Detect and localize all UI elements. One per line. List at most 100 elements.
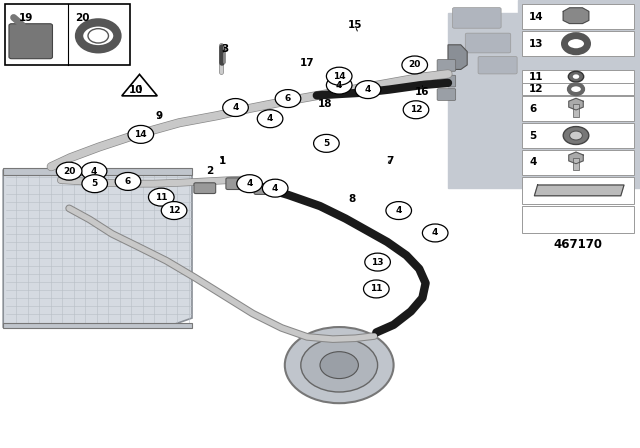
Polygon shape bbox=[3, 170, 192, 327]
Circle shape bbox=[223, 99, 248, 116]
Text: 16: 16 bbox=[415, 87, 429, 97]
Polygon shape bbox=[534, 185, 624, 196]
Text: 7: 7 bbox=[387, 156, 394, 166]
FancyBboxPatch shape bbox=[573, 104, 579, 117]
FancyBboxPatch shape bbox=[3, 323, 192, 328]
Text: 4: 4 bbox=[432, 228, 438, 237]
Text: 4: 4 bbox=[246, 179, 253, 188]
Text: 4: 4 bbox=[232, 103, 239, 112]
Circle shape bbox=[326, 76, 352, 94]
Circle shape bbox=[403, 101, 429, 119]
FancyBboxPatch shape bbox=[437, 75, 456, 87]
Circle shape bbox=[82, 175, 108, 193]
Circle shape bbox=[285, 327, 394, 403]
FancyBboxPatch shape bbox=[452, 8, 501, 28]
FancyBboxPatch shape bbox=[226, 178, 254, 190]
Text: 14: 14 bbox=[333, 72, 346, 81]
FancyBboxPatch shape bbox=[437, 60, 456, 71]
Text: 4: 4 bbox=[529, 157, 537, 168]
Text: 15: 15 bbox=[348, 20, 362, 30]
Circle shape bbox=[257, 110, 283, 128]
Text: 4: 4 bbox=[336, 81, 342, 90]
Text: 4: 4 bbox=[365, 85, 371, 94]
Circle shape bbox=[262, 179, 288, 197]
Text: 19: 19 bbox=[19, 13, 33, 22]
Circle shape bbox=[275, 90, 301, 108]
Circle shape bbox=[573, 74, 579, 79]
FancyBboxPatch shape bbox=[465, 33, 511, 53]
Text: 12: 12 bbox=[168, 206, 180, 215]
Circle shape bbox=[402, 56, 428, 74]
Polygon shape bbox=[563, 8, 589, 23]
FancyBboxPatch shape bbox=[194, 183, 216, 194]
Circle shape bbox=[355, 81, 381, 99]
Polygon shape bbox=[569, 152, 583, 164]
Text: 10: 10 bbox=[129, 85, 143, 95]
Circle shape bbox=[365, 253, 390, 271]
Circle shape bbox=[81, 162, 107, 180]
Text: 13: 13 bbox=[529, 39, 544, 49]
FancyBboxPatch shape bbox=[478, 56, 517, 74]
Circle shape bbox=[314, 134, 339, 152]
Circle shape bbox=[88, 29, 109, 43]
Text: 17: 17 bbox=[300, 58, 314, 68]
Text: 11: 11 bbox=[370, 284, 383, 293]
FancyBboxPatch shape bbox=[522, 70, 634, 83]
Text: 5: 5 bbox=[323, 139, 330, 148]
Circle shape bbox=[568, 71, 584, 82]
FancyArrowPatch shape bbox=[13, 17, 22, 25]
Text: 4: 4 bbox=[396, 206, 402, 215]
Text: 13: 13 bbox=[371, 258, 384, 267]
FancyBboxPatch shape bbox=[522, 4, 634, 29]
Polygon shape bbox=[569, 98, 583, 110]
FancyBboxPatch shape bbox=[9, 24, 52, 59]
Text: 20: 20 bbox=[408, 60, 421, 69]
Text: 11: 11 bbox=[529, 72, 544, 82]
FancyBboxPatch shape bbox=[522, 96, 634, 121]
FancyBboxPatch shape bbox=[254, 184, 277, 194]
Circle shape bbox=[563, 127, 589, 144]
Circle shape bbox=[422, 224, 448, 242]
Text: 12: 12 bbox=[529, 84, 544, 94]
Polygon shape bbox=[122, 74, 157, 96]
Circle shape bbox=[320, 352, 358, 379]
Text: 11: 11 bbox=[155, 193, 168, 202]
Text: !: ! bbox=[137, 85, 142, 95]
Circle shape bbox=[128, 125, 154, 143]
Text: 9: 9 bbox=[155, 112, 163, 121]
Text: 5: 5 bbox=[529, 130, 536, 141]
Text: 4: 4 bbox=[272, 184, 278, 193]
Text: 467170: 467170 bbox=[553, 237, 602, 251]
FancyBboxPatch shape bbox=[573, 158, 579, 171]
FancyBboxPatch shape bbox=[522, 31, 634, 56]
FancyBboxPatch shape bbox=[522, 206, 634, 233]
Polygon shape bbox=[448, 45, 467, 69]
Circle shape bbox=[386, 202, 412, 220]
Circle shape bbox=[301, 338, 378, 392]
FancyBboxPatch shape bbox=[437, 89, 456, 100]
Text: 20: 20 bbox=[63, 167, 76, 176]
Text: 14: 14 bbox=[529, 12, 544, 22]
Text: 1: 1 bbox=[219, 156, 227, 166]
FancyBboxPatch shape bbox=[522, 83, 634, 95]
Text: 6: 6 bbox=[125, 177, 131, 186]
Text: 18: 18 bbox=[318, 99, 332, 109]
Circle shape bbox=[326, 67, 352, 85]
Text: 4: 4 bbox=[91, 167, 97, 176]
Circle shape bbox=[148, 188, 174, 206]
Circle shape bbox=[237, 175, 262, 193]
Circle shape bbox=[570, 131, 582, 140]
Text: 3: 3 bbox=[221, 44, 229, 54]
Text: 2: 2 bbox=[205, 166, 213, 176]
Text: 5: 5 bbox=[92, 179, 98, 188]
Text: 20: 20 bbox=[76, 13, 90, 22]
FancyBboxPatch shape bbox=[5, 4, 130, 65]
Circle shape bbox=[364, 280, 389, 298]
FancyBboxPatch shape bbox=[522, 177, 634, 204]
Circle shape bbox=[115, 172, 141, 190]
Text: 6: 6 bbox=[529, 103, 536, 114]
Text: 12: 12 bbox=[410, 105, 422, 114]
Text: 4: 4 bbox=[267, 114, 273, 123]
Circle shape bbox=[161, 202, 187, 220]
FancyBboxPatch shape bbox=[522, 123, 634, 148]
